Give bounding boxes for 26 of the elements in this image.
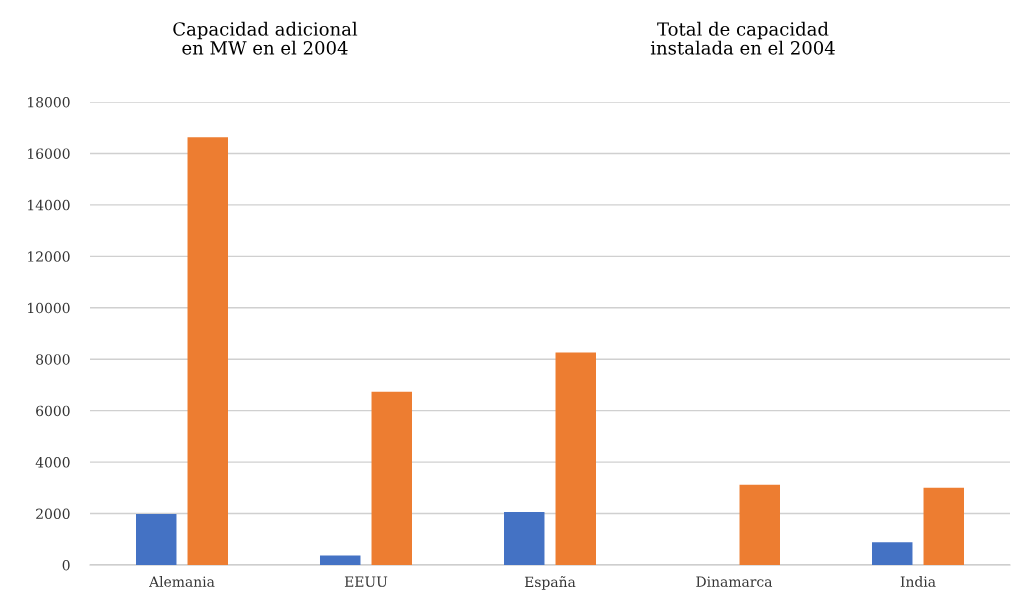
text: Total de capacidad instalada en el 2004 [650,21,835,55]
x-tick-label: Alemania [149,576,215,587]
x-tick-label: España [524,576,576,590]
y-tick-label: 16000 [28,148,70,159]
y-tick-label: 0 [62,559,70,571]
x-tick-label: EEUU [344,576,388,587]
text: Capacidad adicional en MW en el 2004 [173,21,358,55]
bar [555,352,596,565]
y-tick-label: 12000 [28,251,70,262]
y-tick-label: 18000 [28,96,70,108]
bar [923,487,964,565]
bar [872,542,913,565]
y-tick-label: 8000 [36,354,70,365]
x-tick-label: India [900,576,936,587]
bar [504,512,545,565]
bar [739,484,780,565]
bar [371,391,412,565]
bar [187,137,228,565]
y-tick-label: 4000 [35,457,70,468]
bar [136,514,177,565]
y-tick-label: 10000 [28,302,70,314]
y-tick-label: 2000 [36,508,70,520]
bar [320,555,361,565]
y-tick-label: 6000 [36,405,70,417]
x-tick-label: Dinamarca [696,576,773,587]
y-tick-label: 14000 [28,199,70,211]
